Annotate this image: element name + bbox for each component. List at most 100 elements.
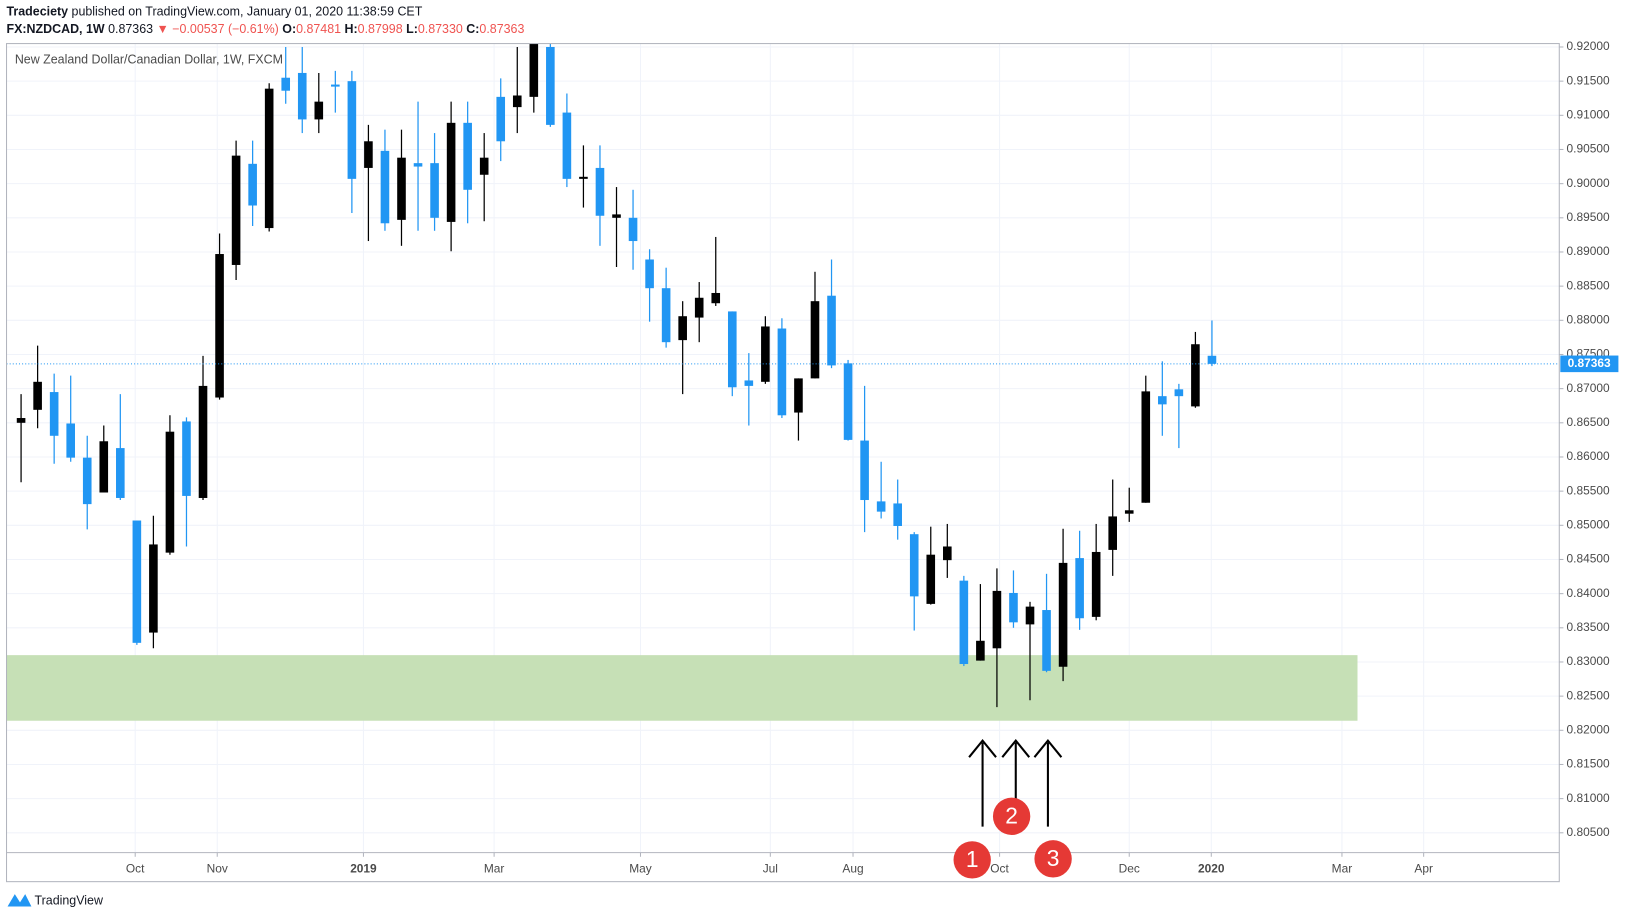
frame (6, 43, 1560, 883)
y-tick-label: 0.84000 (1567, 586, 1610, 600)
candle-body (1058, 562, 1068, 667)
candle-body (1108, 516, 1118, 550)
candle-body (529, 43, 539, 97)
candle-body (777, 328, 787, 416)
y-tick-label: 0.92000 (1567, 39, 1610, 53)
x-tick-label: May (629, 861, 652, 875)
x-tick-label: Oct (990, 861, 1009, 875)
candle-body (727, 311, 737, 388)
candle-body (876, 501, 886, 512)
candle-body (496, 96, 506, 142)
candle-body (397, 157, 406, 220)
candle-body (430, 163, 439, 218)
x-tick-label: Mar (1332, 861, 1353, 875)
x-tick-label: 2020 (1198, 861, 1225, 875)
candle-body (66, 423, 75, 458)
x-tick-label: Dec (1119, 861, 1140, 875)
candle-body (926, 554, 936, 604)
candle-body (546, 46, 555, 125)
candle-body (893, 503, 902, 526)
candle-body (595, 167, 605, 216)
o-label: O: (282, 22, 296, 36)
chart-title: New Zealand Dollar/Canadian Dollar, 1W, … (15, 52, 283, 66)
candle-body (612, 214, 621, 218)
annotation-label: 2 (1005, 802, 1018, 828)
candle-body (843, 363, 853, 440)
x-tick-label: Nov (207, 861, 228, 875)
support-zone (6, 655, 1358, 721)
x-tick-label: 2019 (350, 861, 377, 875)
candle-body (99, 441, 109, 493)
candle-body (562, 112, 572, 179)
candle-body (1124, 510, 1134, 514)
candle-body (810, 301, 820, 379)
candles (6, 43, 1560, 708)
candle-body (959, 580, 969, 665)
symbol-line: FX:NZDCAD, 1W 0.87363 ▼ −0.00537 (−0.61%… (7, 22, 525, 36)
candle-body (264, 88, 274, 229)
h-label: H: (345, 22, 358, 36)
candle-body (248, 163, 257, 206)
candle-body (364, 141, 373, 168)
candle-body (661, 288, 671, 343)
candle-body (1141, 391, 1151, 503)
y-tick-label: 0.91500 (1567, 73, 1610, 87)
l: 0.87330 (418, 22, 463, 36)
arrow (1033, 738, 1063, 827)
candle-body (860, 440, 869, 501)
l-label: L: (406, 22, 418, 36)
annotation-circle (1034, 840, 1072, 878)
candle-body (49, 392, 59, 436)
change: ▼ −0.00537 (−0.61%) (157, 22, 279, 36)
y-tick-label: 0.80500 (1567, 825, 1610, 839)
candle-body (1025, 606, 1035, 625)
candle-body (413, 163, 423, 167)
axes: 0.80500 0.81000 0.81500 0.82000 0.82500 0.830… (126, 39, 1619, 875)
y-tick-label: 0.82500 (1567, 688, 1610, 702)
y-tick-label: 0.81500 (1567, 757, 1610, 771)
y-tick-label: 0.84500 (1567, 552, 1610, 566)
x-tick-label: Jul (763, 861, 778, 875)
footer-logo: TradingView (7, 894, 104, 908)
candle-body (1191, 344, 1200, 407)
y-tick-label: 0.87000 (1567, 381, 1610, 395)
y-tick-label: 0.90000 (1567, 176, 1610, 190)
y-tick-label: 0.85500 (1567, 483, 1610, 497)
x-tick-label: Mar (484, 861, 505, 875)
logo-icon (7, 894, 32, 907)
candle-body (711, 292, 721, 304)
last: 0.87363 (108, 22, 153, 36)
zone-layer (6, 655, 1358, 721)
c-label: C: (466, 22, 479, 36)
annotation-circle (953, 841, 991, 879)
header-line: Tradeciety published on TradingView.com,… (7, 5, 423, 19)
arrow (968, 738, 997, 827)
y-tick-label: 0.91000 (1567, 107, 1610, 121)
candle-body (281, 77, 291, 91)
candle-body (231, 155, 241, 265)
candle-body (992, 590, 1002, 649)
published: published on TradingView.com, January 01… (72, 5, 423, 19)
y-tick-label: 0.85000 (1567, 517, 1610, 531)
candle-body (82, 457, 92, 505)
candle-body (314, 101, 324, 120)
candle-body (827, 295, 836, 366)
candle-body (446, 122, 456, 222)
y-tick-label: 0.89500 (1567, 210, 1610, 224)
x-tick-label: Oct (126, 861, 145, 875)
y-tick-label: 0.83500 (1567, 620, 1610, 634)
annotation-label: 1 (966, 846, 979, 872)
y-tick-label: 0.89000 (1567, 244, 1610, 258)
candle-body (380, 150, 390, 224)
publisher: Tradeciety (7, 5, 69, 19)
c: 0.87363 (479, 22, 524, 36)
candle-body (149, 544, 158, 633)
candle-body (347, 81, 357, 179)
x-tick-label: Aug (842, 861, 863, 875)
candle-body (132, 520, 142, 643)
candle-body (331, 84, 340, 87)
candle-body (165, 431, 175, 553)
